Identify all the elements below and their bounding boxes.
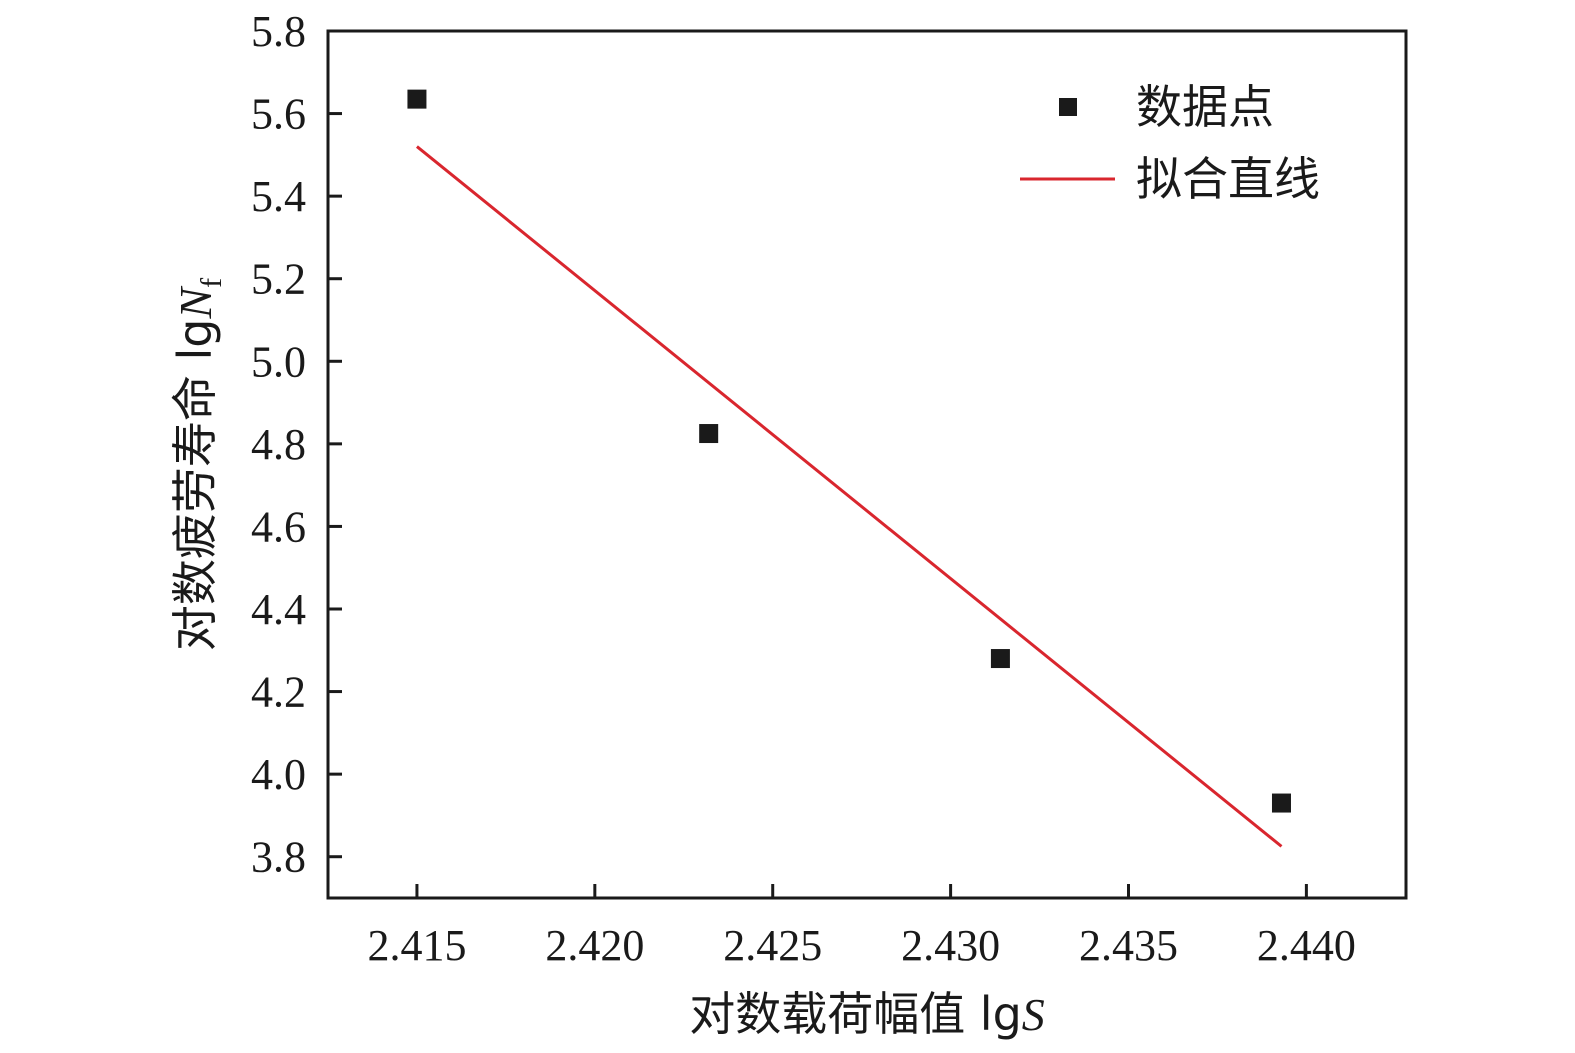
fit-line (416, 145, 1283, 848)
data-point (1271, 793, 1291, 813)
legend: 数据点 拟合直线 (1020, 80, 1320, 206)
y-axis: 3.8 4.0 4.2 4.4 4.6 4.8 5.0 5.2 5.4 5.6 5.8 (251, 7, 342, 882)
plot-area (407, 89, 1291, 848)
legend-marker-data-points (1059, 98, 1077, 116)
y-tick-label: 4.4 (251, 585, 306, 634)
data-point (990, 649, 1010, 669)
legend-label-data-points: 数据点 (1136, 80, 1274, 134)
y-tick-label: 4.0 (251, 750, 306, 799)
data-point (699, 424, 719, 444)
y-tick-label: 4.2 (251, 668, 306, 717)
y-tick-label: 3.8 (251, 833, 306, 882)
x-tick-label: 2.425 (723, 921, 822, 970)
y-tick-label: 5.4 (251, 172, 306, 221)
x-axis-title-variable: S (1022, 989, 1045, 1040)
y-tick-label: 5.0 (251, 337, 306, 386)
y-axis-title-prefix: 对数疲劳寿命 lg (168, 319, 222, 652)
y-axis-title-variable: N (170, 286, 221, 320)
y-tick-label: 5.2 (251, 255, 306, 304)
y-tick-label: 5.6 (251, 90, 306, 139)
y-tick-label: 4.6 (251, 502, 306, 551)
y-tick-label: 4.8 (251, 420, 306, 469)
x-tick-label: 2.420 (545, 921, 644, 970)
x-axis: 2.415 2.420 2.425 2.430 2.435 2.440 (367, 884, 1356, 970)
data-point (407, 89, 427, 109)
y-axis-title-subscript: f (195, 278, 228, 288)
x-axis-title-prefix: 对数载荷幅值 lg (689, 987, 1022, 1041)
legend-label-fit-line: 拟合直线 (1136, 152, 1320, 206)
y-tick-label: 5.8 (251, 7, 306, 56)
x-tick-label: 2.415 (367, 921, 466, 970)
x-tick-label: 2.430 (901, 921, 1000, 970)
x-tick-label: 2.440 (1257, 921, 1356, 970)
x-tick-label: 2.435 (1079, 921, 1178, 970)
plot-frame (326, 29, 1408, 900)
y-axis-title: 对数疲劳寿命 lgNf (168, 278, 228, 651)
x-axis-title: 对数载荷幅值 lgS (689, 987, 1045, 1041)
